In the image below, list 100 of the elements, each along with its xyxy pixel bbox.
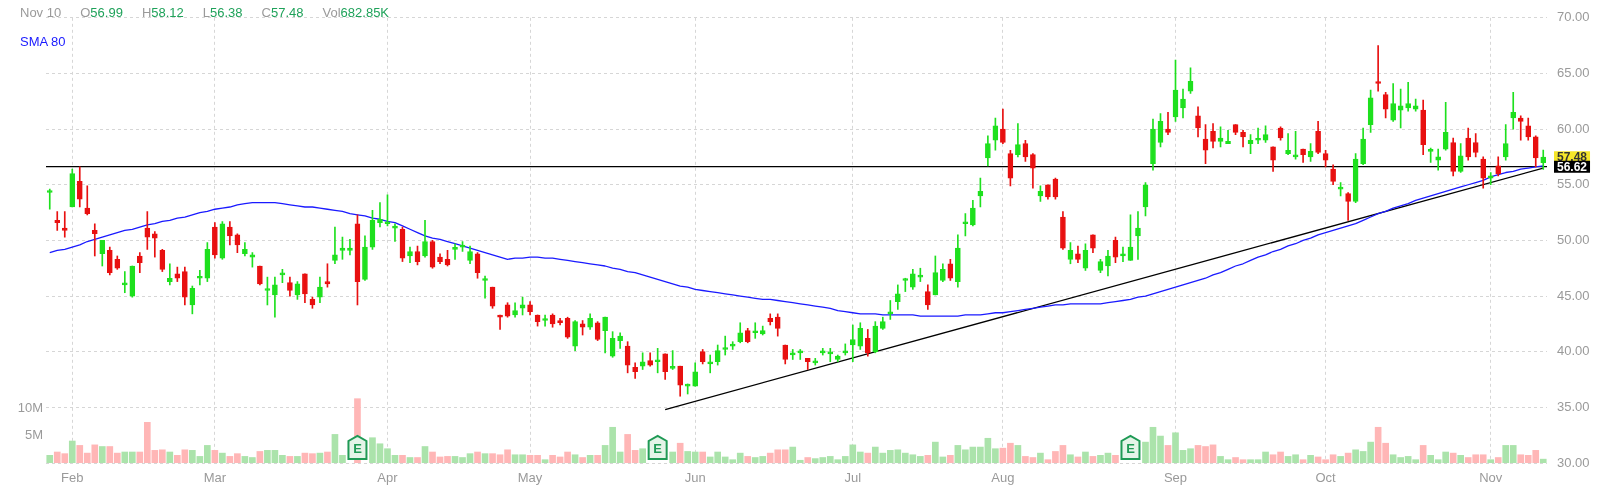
bar: [1067, 454, 1074, 463]
bar: [98, 446, 106, 463]
candlestick: [377, 202, 383, 228]
candlestick: [1427, 147, 1434, 163]
candlestick: [272, 276, 278, 318]
candlestick: [151, 231, 158, 258]
bar: [594, 454, 601, 463]
candlestick: [752, 322, 759, 339]
candlestick: [497, 314, 503, 330]
y-tick-label: 70.00: [1557, 9, 1590, 25]
x-tick-label: Oct: [1315, 470, 1337, 486]
candlestick: [1255, 127, 1261, 144]
bar: [219, 452, 226, 463]
bar: [406, 457, 414, 463]
candlestick: [1405, 82, 1411, 112]
bar: [947, 454, 954, 463]
bar: [1082, 451, 1089, 463]
bar: [669, 451, 676, 463]
bar: [1299, 459, 1307, 463]
text: SMA 80: [20, 34, 66, 49]
text: 57.48: [1557, 149, 1588, 164]
candlestick: [91, 223, 98, 257]
bar: [286, 456, 294, 463]
candlestick: [84, 185, 91, 216]
y2-tick-label: 10M: [17, 399, 43, 415]
candlestick: [46, 188, 53, 210]
bar: [1449, 452, 1457, 463]
bar: [571, 454, 579, 463]
x-tick-label: Jun: [684, 470, 706, 486]
y-tick-label: 50.00: [1557, 231, 1590, 247]
annotation: Nov 10: [20, 5, 62, 21]
bar: [804, 457, 812, 463]
candlestick: [332, 226, 338, 265]
candlestick: [1375, 45, 1381, 92]
bar: [924, 454, 932, 463]
bar: [1337, 456, 1344, 463]
candlestick: [1285, 133, 1291, 156]
data-label: E: [353, 440, 363, 456]
x-tick-label: Mar: [203, 470, 227, 486]
bar: [1487, 459, 1495, 463]
bar: [1494, 457, 1502, 463]
candlestick: [167, 263, 173, 286]
x-tick-label: Aug: [991, 470, 1015, 486]
y-tick-label: 45.00: [1557, 287, 1590, 303]
y-tick-label: 30.00: [1557, 454, 1590, 470]
bar: [1307, 454, 1314, 463]
bar: [676, 442, 684, 463]
bar: [399, 454, 406, 463]
candlestick: [1517, 115, 1524, 141]
candlestick: [1120, 246, 1126, 262]
bar: [324, 451, 331, 463]
bar: [294, 456, 301, 463]
candlestick: [1135, 211, 1141, 260]
bar: [474, 451, 481, 463]
text: E: [1126, 440, 1135, 456]
bar: [46, 454, 54, 463]
x-tick-label: May: [517, 470, 543, 486]
bar: [414, 457, 421, 463]
annotation: L56.38: [202, 5, 243, 20]
x-tick-label: Jul: [844, 470, 862, 486]
x-tick-label: Apr: [377, 470, 399, 486]
bar: [1112, 454, 1119, 463]
x-tick-label: Feb: [61, 470, 84, 486]
bar: [1419, 445, 1427, 463]
candlestick: [197, 270, 203, 286]
y-tick-label: 60.00: [1557, 120, 1590, 136]
candlestick: [1225, 129, 1231, 144]
bar: [541, 459, 549, 463]
bar: [256, 451, 264, 463]
bar: [1037, 452, 1044, 463]
candlestick: [452, 243, 458, 260]
bar: [421, 446, 429, 463]
bar: [864, 452, 872, 463]
annotation: Vol682.85K: [322, 5, 390, 20]
candlestick: [1510, 92, 1517, 130]
candlestick: [482, 275, 488, 299]
candlestick: [61, 211, 68, 238]
annotation: C57.48: [261, 5, 304, 20]
bar: [744, 456, 752, 463]
x-tick-label: Sep: [1163, 470, 1188, 486]
bar: [68, 440, 76, 463]
bar: [1539, 458, 1547, 463]
text: E: [653, 440, 662, 456]
bar: [699, 451, 707, 463]
bar: [1457, 454, 1465, 463]
bar: [579, 457, 586, 463]
candlestick: [902, 277, 909, 292]
bar: [586, 454, 594, 463]
bar: [639, 448, 646, 463]
y-tick-label: 65.00: [1557, 65, 1590, 81]
y-tick-label: 40.00: [1557, 343, 1590, 359]
bar: [1089, 456, 1097, 463]
bar: [1014, 445, 1022, 463]
candlestick: [1435, 148, 1442, 171]
bar: [211, 450, 219, 463]
bar: [1164, 445, 1172, 463]
candlestick: [144, 211, 151, 250]
candlestick: [849, 324, 856, 363]
bar: [481, 453, 489, 463]
annotation: O56.99: [80, 5, 123, 20]
